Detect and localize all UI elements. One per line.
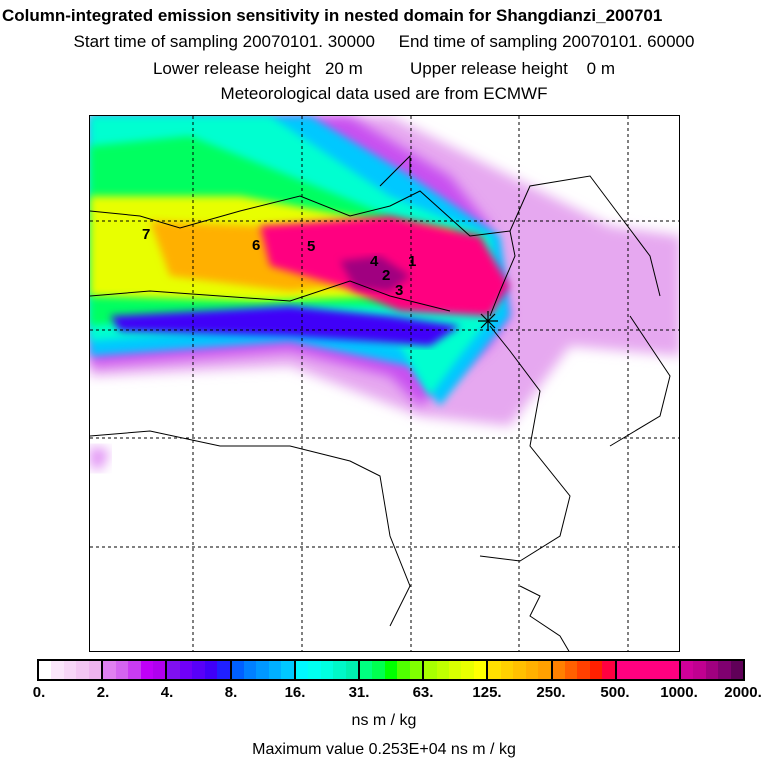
colorbar-segment [359, 661, 425, 679]
cluster-label-1: 1 [408, 253, 416, 270]
colorbar-swatch [525, 661, 539, 679]
colorbar-segment [552, 661, 617, 679]
colorbar-swatch [616, 661, 630, 679]
cluster-label-6: 6 [252, 237, 260, 254]
colorbar-swatch [461, 661, 474, 679]
plot-title: Column-integrated emission sensitivity i… [2, 6, 663, 25]
colorbar-tick-label: 63. [412, 684, 434, 701]
colorbar-swatch [76, 661, 89, 679]
colorbar-tick-label: 250. [536, 684, 566, 701]
colorbar-tick-label: 4. [160, 684, 174, 701]
colorbar-tick-label: 31. [348, 684, 370, 701]
colorbar-segment [488, 661, 553, 679]
colorbar-swatch [295, 661, 309, 679]
colorbar-segment [231, 661, 296, 679]
cluster-label-2: 2 [382, 267, 390, 284]
colorbar-swatch [409, 661, 423, 679]
maximum-value: Maximum value 0.253E+04 ns m / kg [252, 741, 516, 758]
grid-lines [90, 116, 679, 651]
colorbar-swatch [488, 661, 501, 679]
colorbar-tick-label: 2000. [724, 684, 762, 701]
colorbar-segment [424, 661, 489, 679]
release-heights: Lower release height 20 m Upper release … [152, 59, 616, 78]
colorbar-swatch [128, 661, 141, 679]
coastlines [90, 154, 671, 651]
colorbar-tick-label: 500. [600, 684, 630, 701]
colorbar-swatch [281, 661, 294, 679]
sensitivity-map: 1 2 3 4 5 6 7 [89, 115, 680, 652]
colorbar-swatch [666, 661, 679, 679]
colorbar-swatch [51, 661, 64, 679]
colorbar-swatch [115, 661, 129, 679]
colorbar-swatch [372, 661, 385, 679]
colorbar-tick-label: 2. [96, 684, 110, 701]
colorbar-swatch [268, 661, 282, 679]
cluster-label-5: 5 [307, 238, 315, 255]
colorbar-swatch [192, 661, 205, 679]
colorbar-swatch [654, 661, 667, 679]
colorbar-swatch [424, 661, 437, 679]
colorbar-swatch [231, 661, 244, 679]
colorbar-swatch [552, 661, 565, 679]
met-data-source: Meteorological data used are from ECMWF [220, 84, 548, 103]
colorbar-segment [616, 661, 681, 679]
colorbar-segment [680, 661, 744, 679]
colorbar-swatch [217, 661, 230, 679]
colorbar-tick-label: 16. [284, 684, 306, 701]
colorbar-tick-label: 0. [32, 684, 46, 701]
colorbar-swatch [449, 661, 462, 679]
colorbar-swatch [359, 661, 373, 679]
colorbar-swatch [680, 661, 694, 679]
colorbar-swatch [320, 661, 334, 679]
colorbar-swatch [244, 661, 257, 679]
colorbar-swatch [693, 661, 706, 679]
colorbar-swatch [500, 661, 514, 679]
colorbar-swatch [39, 661, 52, 679]
colorbar-swatch [333, 661, 346, 679]
colorbar-unit: ns m / kg [351, 712, 417, 729]
colorbar-segment [39, 661, 104, 679]
cluster-label-3: 3 [395, 282, 403, 299]
colorbar-swatch [473, 661, 487, 679]
colorbar-segment [167, 661, 232, 679]
colorbar-swatch [564, 661, 578, 679]
colorbar [37, 659, 745, 681]
colorbar-swatch [345, 661, 358, 679]
colorbar-swatch [641, 661, 654, 679]
station-marker [478, 311, 498, 331]
colorbar-swatch [152, 661, 166, 679]
colorbar-swatch [204, 661, 218, 679]
colorbar-swatch [397, 661, 410, 679]
colorbar-tick-label: 1000. [660, 684, 698, 701]
colorbar-segment [103, 661, 168, 679]
colorbar-swatch [577, 661, 590, 679]
colorbar-tick-label: 125. [472, 684, 502, 701]
colorbar-swatch [103, 661, 116, 679]
colorbar-swatch [730, 661, 744, 679]
colorbar-segment [295, 661, 360, 679]
colorbar-swatch [513, 661, 526, 679]
colorbar-swatch [705, 661, 719, 679]
colorbar-swatch [308, 661, 321, 679]
colorbar-swatch [589, 661, 603, 679]
cluster-label-7: 7 [142, 226, 150, 243]
colorbar-swatch [167, 661, 180, 679]
colorbar-swatch [88, 661, 102, 679]
colorbar-swatch [179, 661, 193, 679]
colorbar-swatch [256, 661, 269, 679]
colorbar-swatch [629, 661, 642, 679]
cluster-label-4: 4 [370, 253, 379, 270]
colorbar-swatch [140, 661, 153, 679]
colorbar-swatch [718, 661, 731, 679]
colorbar-tick-label: 8. [224, 684, 238, 701]
colorbar-swatch [538, 661, 551, 679]
colorbar-swatch [436, 661, 449, 679]
plume [90, 116, 679, 471]
colorbar-swatch [602, 661, 615, 679]
colorbar-swatch [63, 661, 77, 679]
colorbar-swatch [384, 661, 398, 679]
sampling-times: Start time of sampling 20070101. 30000 E… [73, 32, 695, 51]
